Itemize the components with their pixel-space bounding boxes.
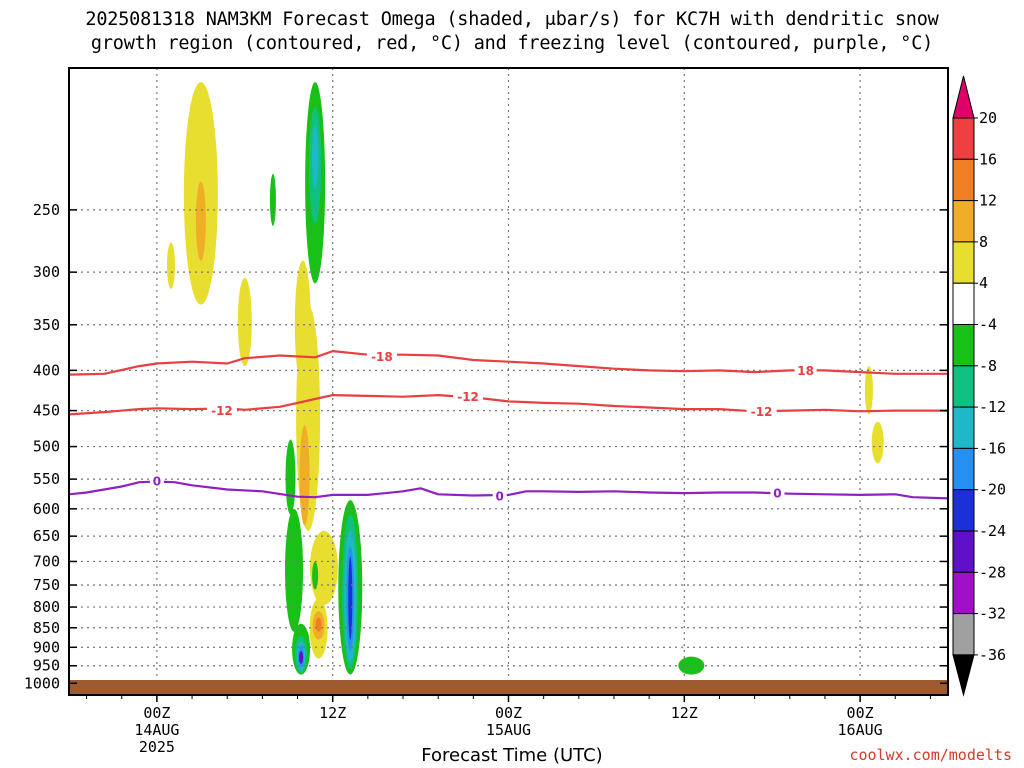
y-tick-label: 300 (33, 263, 60, 281)
y-tick-label: 900 (33, 638, 60, 656)
colorbar-swatch (952, 241, 975, 284)
colorbar-label: 16 (979, 150, 997, 168)
contour-label-bg (794, 363, 817, 378)
x-tick-label: 16AUG (838, 721, 883, 739)
terrain-ground (69, 680, 948, 695)
colorbar-swatch (952, 117, 975, 160)
colorbar-label: -20 (979, 481, 1006, 499)
x-axis-title: Forecast Time (UTC) (421, 745, 603, 766)
contour-label: -12 (751, 405, 773, 419)
colorbar-swatch (952, 530, 975, 573)
colorbar-label: -8 (979, 357, 997, 375)
omega-shade-rising (312, 125, 319, 189)
colorbar-label: 8 (979, 233, 988, 251)
contour-label: -12 (457, 390, 479, 404)
colorbar-swatch (952, 447, 975, 491)
y-tick-label: 500 (33, 438, 60, 456)
contour-label-bg (746, 404, 777, 419)
omega-shade-sinking (864, 366, 873, 415)
chart-title-line1: 2025081318 NAM3KM Forecast Omega (shaded… (85, 9, 939, 30)
omega-shade-sinking (237, 277, 252, 367)
colorbar-label: -32 (979, 605, 1006, 623)
y-tick-label: 550 (33, 470, 60, 488)
contour-label-bg (492, 489, 507, 504)
colorbar-swatch (952, 365, 975, 408)
credit-link[interactable]: coolwx.com/modelts (849, 746, 1012, 764)
x-tick-label: 00Z (847, 704, 874, 722)
colorbar-swatch (952, 613, 975, 656)
chart-title-line2: growth region (contoured, red, °C) and f… (90, 33, 934, 54)
y-tick-label: 850 (33, 619, 60, 637)
colorbar-swatch (952, 406, 975, 449)
y-tick-label: 400 (33, 361, 60, 379)
colorbar-label: 12 (979, 192, 997, 210)
y-axis-pressure: 2503003504004505005506006507007508008509… (24, 201, 948, 692)
y-tick-label: 600 (33, 500, 60, 518)
y-tick-label: 650 (33, 527, 60, 545)
x-tick-label: 12Z (671, 704, 698, 722)
x-tick-label: 2025 (139, 738, 175, 756)
y-tick-label: 950 (33, 657, 60, 675)
contour-label: 0 (153, 474, 161, 488)
colorbar-label: -16 (979, 439, 1006, 457)
contour-label-bg (366, 349, 397, 364)
colorbar-label: 4 (979, 274, 988, 292)
colorbar-swatch (952, 324, 975, 367)
contour-label: 18 (797, 364, 814, 378)
colorbar-swatch (952, 571, 975, 615)
omega-shading (166, 82, 884, 675)
contour-label: -18 (371, 350, 393, 364)
y-tick-label: 1000 (24, 674, 60, 692)
colorbar-swatch (952, 282, 975, 326)
omega-shade-sinking (871, 421, 884, 464)
x-tick-label: 12Z (319, 704, 346, 722)
colorbar-swatch (952, 200, 975, 243)
colorbar-swatch (952, 654, 975, 697)
x-tick-label: 14AUG (134, 721, 179, 739)
temperature-contours: -18 18 -12 -12 -12 0 0 0 (69, 349, 948, 504)
colorbar-legend: 20 16 12 8 4 -4 -8 -12 -16 -20 -24 -28 -32 -36 (952, 75, 1006, 697)
colorbar-label: 20 (979, 109, 997, 127)
contour-label-bg (770, 486, 785, 501)
y-tick-label: 750 (33, 576, 60, 594)
y-tick-label: 700 (33, 552, 60, 570)
omega-shade-rising (678, 656, 705, 675)
colorbar-swatch (952, 75, 975, 119)
contour-label-bg (453, 389, 484, 404)
omega-shade-rising (348, 556, 353, 640)
colorbar-swatch (952, 158, 975, 202)
omega-shade-sinking (195, 181, 206, 261)
omega-shade-rising (285, 439, 296, 515)
x-tick-label: 00Z (143, 704, 170, 722)
y-tick-label: 350 (33, 316, 60, 334)
y-tick-label: 250 (33, 201, 60, 219)
omega-shade-sinking (299, 425, 310, 526)
omega-shade-rising (312, 561, 319, 590)
colorbar-label: -4 (979, 316, 997, 334)
colorbar-label: -24 (979, 522, 1006, 540)
contour-label: 0 (496, 490, 504, 504)
colorbar-label: -36 (979, 646, 1006, 664)
contour-line--18 (69, 350, 948, 376)
omega-shade-rising (299, 651, 304, 664)
contour-label-bg (206, 403, 237, 418)
contour-label: 0 (773, 487, 781, 501)
omega-shade-rising (285, 508, 304, 632)
x-tick-label: 15AUG (486, 721, 531, 739)
omega-shade-sinking (269, 173, 276, 226)
y-tick-label: 450 (33, 402, 60, 420)
contour-label: -12 (211, 404, 233, 418)
colorbar-label: -12 (979, 398, 1006, 416)
omega-shade-sinking (315, 617, 322, 632)
contour-label-bg (149, 473, 164, 488)
colorbar-swatch (952, 489, 975, 532)
x-tick-label: 00Z (495, 704, 522, 722)
colorbar-label: -28 (979, 563, 1006, 581)
y-tick-label: 800 (33, 598, 60, 616)
omega-shade-sinking (166, 242, 175, 289)
